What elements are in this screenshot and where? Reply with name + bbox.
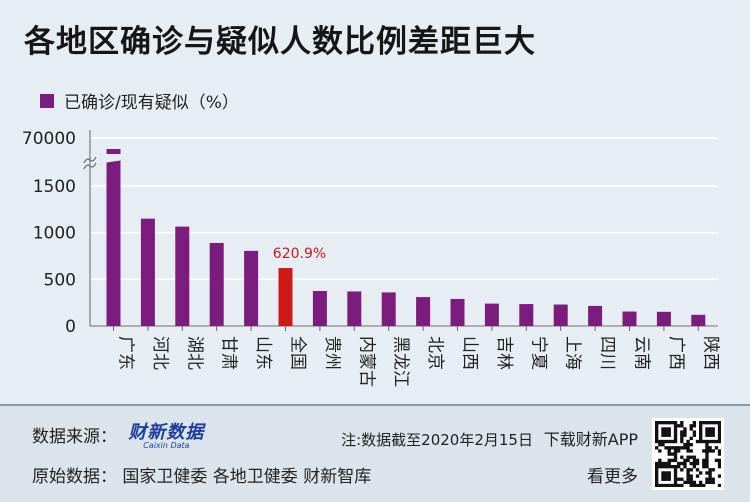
x-tick-label: 全国 bbox=[288, 336, 308, 370]
bar bbox=[106, 160, 121, 326]
legend-label: 已确诊/现有疑似（%） bbox=[64, 93, 239, 113]
bar bbox=[691, 314, 706, 326]
data-label: 620.9% bbox=[273, 246, 326, 262]
x-tick-label: 宁夏 bbox=[528, 336, 548, 370]
bar-chart: 0 500 1000 1500 70000 广东 河北 湖北 甘肃 山东 全国 620.9% 贵州 内蒙古… bbox=[22, 129, 720, 387]
bar bbox=[140, 218, 155, 326]
footer: 数据来源： 财新数据 Caixin Data 注:数据截至2020年2月15日 … bbox=[0, 404, 750, 502]
bar bbox=[244, 250, 259, 326]
bar bbox=[416, 297, 431, 326]
x-tick-label: 山西 bbox=[460, 336, 480, 370]
x-tick-label: 北京 bbox=[425, 336, 445, 370]
y-tick-label: 0 bbox=[65, 317, 76, 337]
x-tick-label: 广西 bbox=[666, 336, 686, 370]
y-tick-label: 1000 bbox=[33, 224, 76, 244]
bar bbox=[209, 242, 224, 326]
bar-break-gap bbox=[103, 156, 124, 163]
bar bbox=[278, 268, 293, 326]
x-tick-label: 吉林 bbox=[494, 336, 514, 370]
caixin-data-logo[interactable]: 财新数据 Caixin Data bbox=[128, 424, 204, 450]
legend: 已确诊/现有疑似（%） bbox=[40, 88, 239, 113]
original-data-row: 原始数据： 国家卫健委 各地卫健委 财新智库 bbox=[32, 462, 371, 487]
x-tick-label: 内蒙古 bbox=[356, 336, 376, 387]
x-tick-label: 广东 bbox=[116, 336, 136, 370]
bar bbox=[519, 304, 534, 326]
x-tick-label: 云南 bbox=[632, 336, 652, 370]
axis-break-mark bbox=[83, 162, 97, 170]
original-data-sources: 国家卫健委 各地卫健委 财新智库 bbox=[122, 467, 372, 487]
bar bbox=[347, 291, 362, 326]
bar bbox=[588, 305, 603, 326]
x-tick-label: 黑龙江 bbox=[391, 336, 411, 387]
bar-top-segment bbox=[106, 149, 121, 154]
y-tick-label: 70000 bbox=[22, 129, 76, 149]
download-app-link[interactable]: 下载财新APP bbox=[543, 430, 638, 449]
x-tick-label: 四川 bbox=[597, 336, 617, 370]
data-cutoff-note: 注:数据截至2020年2月15日 bbox=[341, 431, 533, 449]
logo-subtext: Caixin Data bbox=[143, 441, 190, 450]
see-more-link[interactable]: 看更多 bbox=[587, 467, 638, 487]
bar bbox=[312, 291, 327, 326]
x-tick-label: 甘肃 bbox=[219, 336, 239, 370]
data-note: 注:数据截至2020年2月15日 下载财新APP bbox=[341, 426, 638, 450]
y-tick-label: 500 bbox=[44, 270, 76, 290]
x-tick-label: 陕西 bbox=[700, 336, 720, 370]
bar bbox=[175, 226, 190, 326]
data-source-row: 数据来源： 财新数据 Caixin Data bbox=[32, 422, 204, 450]
x-tick-label: 湖北 bbox=[184, 336, 204, 370]
y-tick-label: 1500 bbox=[33, 177, 76, 197]
original-data-label: 原始数据： bbox=[32, 467, 117, 487]
x-tick-label: 上海 bbox=[563, 336, 583, 370]
axis-break-mark bbox=[83, 156, 97, 164]
chart-title: 各地区确诊与疑似人数比例差距巨大 bbox=[24, 24, 536, 60]
legend-swatch bbox=[40, 93, 54, 108]
bar bbox=[553, 304, 568, 326]
bar bbox=[450, 298, 465, 326]
x-tick-label: 贵州 bbox=[322, 336, 342, 370]
bar bbox=[381, 292, 396, 326]
x-tick-label: 山东 bbox=[253, 336, 273, 370]
x-tick-label: 河北 bbox=[150, 336, 170, 370]
qr-code-icon[interactable] bbox=[652, 418, 724, 490]
bar bbox=[484, 303, 499, 326]
data-source-label: 数据来源： bbox=[32, 427, 117, 447]
logo-text: 财新数据 bbox=[128, 422, 205, 443]
bar bbox=[656, 311, 671, 326]
bar bbox=[622, 311, 637, 326]
